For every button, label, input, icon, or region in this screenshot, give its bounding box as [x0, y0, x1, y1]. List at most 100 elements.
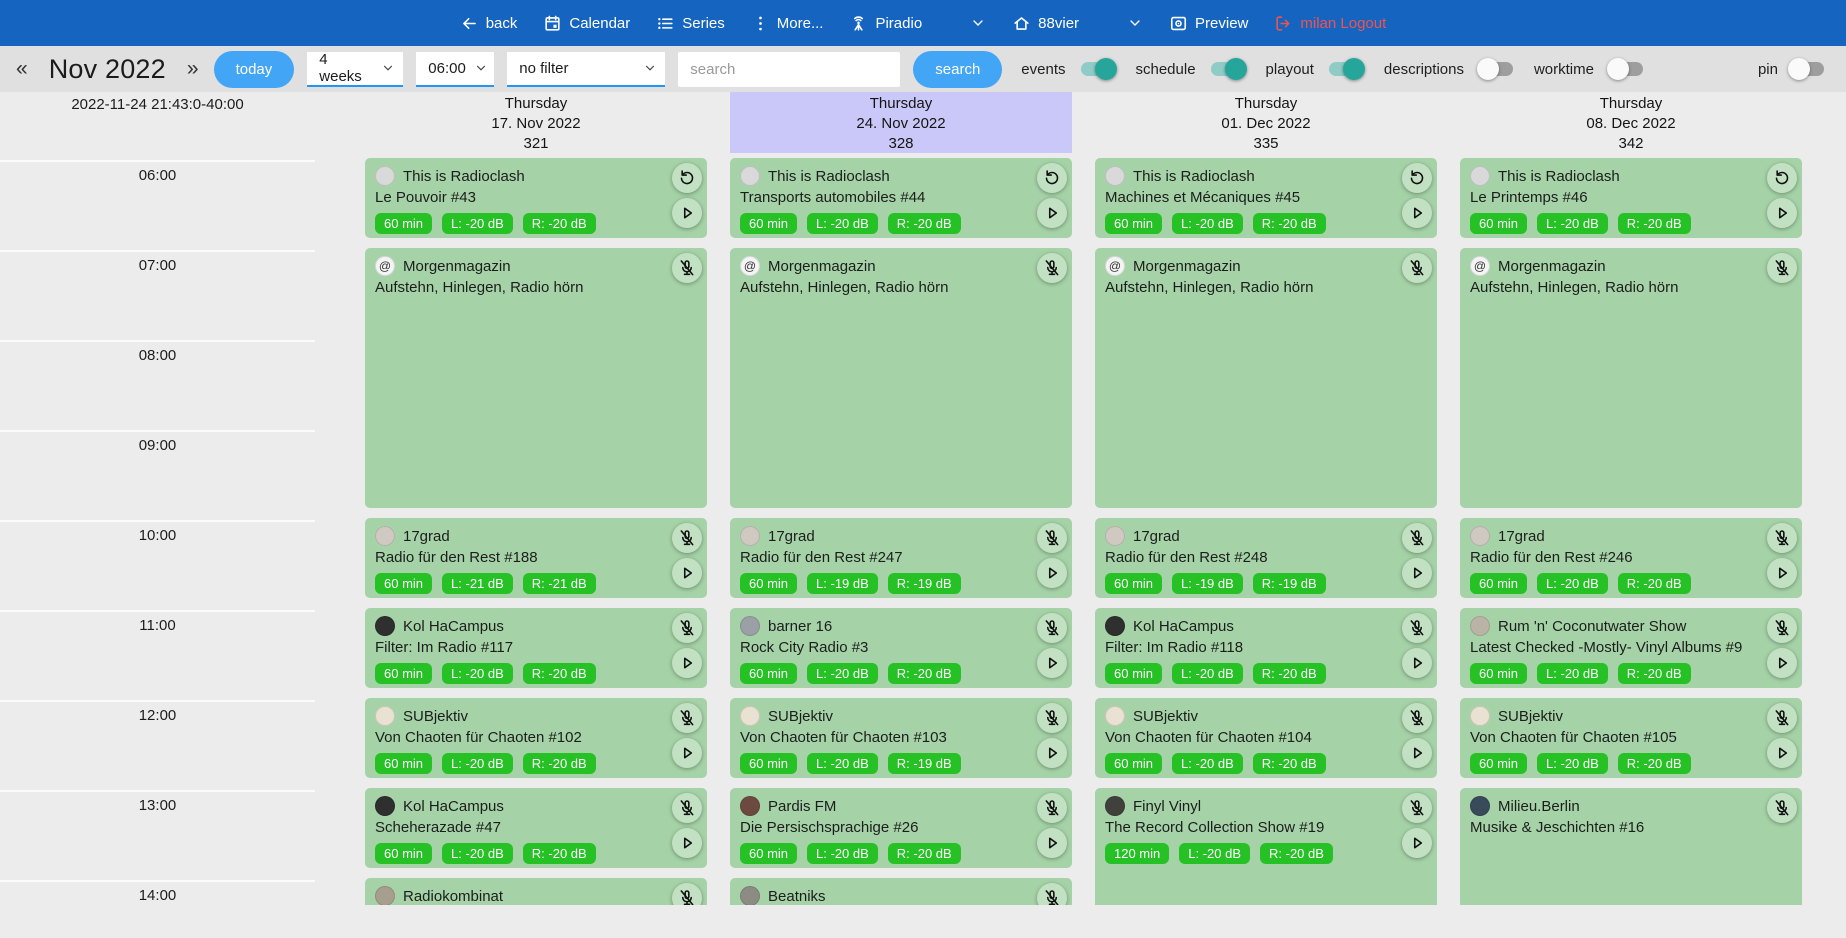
- pin-toggle[interactable]: [1788, 58, 1826, 80]
- replay-icon[interactable]: [1767, 163, 1797, 193]
- search-button[interactable]: search: [913, 50, 1003, 88]
- replay-icon[interactable]: [672, 163, 702, 193]
- filter-select[interactable]: no filter: [507, 51, 666, 87]
- events-toggle[interactable]: [1079, 58, 1117, 80]
- event-card[interactable]: This is Radioclash Transports automobile…: [730, 158, 1072, 238]
- event-card[interactable]: Finyl Vinyl The Record Collection Show #…: [1095, 788, 1437, 905]
- nav-item-calendar[interactable]: Calendar: [543, 14, 630, 33]
- play-button[interactable]: [1402, 828, 1432, 858]
- play-button[interactable]: [672, 648, 702, 678]
- play-button[interactable]: [1767, 558, 1797, 588]
- chevron-down-icon[interactable]: [1127, 15, 1143, 31]
- day-header[interactable]: Thursday 08. Dec 2022 342: [1460, 92, 1802, 153]
- replay-icon[interactable]: [1037, 163, 1067, 193]
- mic-off-icon[interactable]: [672, 523, 702, 553]
- play-button[interactable]: [1402, 558, 1432, 588]
- mic-off-icon[interactable]: [1402, 523, 1432, 553]
- mic-off-icon[interactable]: [1037, 613, 1067, 643]
- play-button[interactable]: [672, 198, 702, 228]
- mic-off-icon[interactable]: [1037, 793, 1067, 823]
- event-card[interactable]: Rum 'n' Coconutwater Show Latest Checked…: [1460, 608, 1802, 688]
- event-card[interactable]: SUBjektiv Von Chaoten für Chaoten #103 6…: [730, 698, 1072, 778]
- nav-item-preview[interactable]: Preview: [1169, 14, 1248, 33]
- nav-item-more-[interactable]: More...: [751, 14, 823, 33]
- event-card[interactable]: SUBjektiv Von Chaoten für Chaoten #102 6…: [365, 698, 707, 778]
- range-select[interactable]: 4 weeks: [307, 51, 404, 87]
- event-card[interactable]: @ Morgenmagazin Aufstehn, Hinlegen, Radi…: [730, 248, 1072, 508]
- play-button[interactable]: [1402, 198, 1432, 228]
- play-button[interactable]: [1767, 648, 1797, 678]
- next-month-button[interactable]: »: [186, 57, 199, 80]
- mic-off-icon[interactable]: [672, 253, 702, 283]
- play-button[interactable]: [1037, 648, 1067, 678]
- play-button[interactable]: [1037, 558, 1067, 588]
- nav-item-milan-logout[interactable]: milan Logout: [1274, 14, 1386, 33]
- mic-off-icon[interactable]: [1767, 523, 1797, 553]
- event-card[interactable]: 17grad Radio für den Rest #248 60 min L: …: [1095, 518, 1437, 598]
- day-header[interactable]: Thursday 01. Dec 2022 335: [1095, 92, 1437, 153]
- event-card[interactable]: @ Morgenmagazin Aufstehn, Hinlegen, Radi…: [365, 248, 707, 508]
- event-card[interactable]: Beatniks: [730, 878, 1072, 905]
- play-button[interactable]: [672, 828, 702, 858]
- play-button[interactable]: [1402, 738, 1432, 768]
- event-card[interactable]: This is Radioclash Le Printemps #46 60 m…: [1460, 158, 1802, 238]
- mic-off-icon[interactable]: [1767, 703, 1797, 733]
- mic-off-icon[interactable]: [1037, 703, 1067, 733]
- event-card[interactable]: SUBjektiv Von Chaoten für Chaoten #104 6…: [1095, 698, 1437, 778]
- day-header[interactable]: Thursday 17. Nov 2022 321: [365, 92, 707, 153]
- mic-off-icon[interactable]: [672, 883, 702, 905]
- mic-off-icon[interactable]: [1037, 883, 1067, 905]
- replay-icon[interactable]: [1402, 163, 1432, 193]
- event-card[interactable]: This is Radioclash Machines et Mécanique…: [1095, 158, 1437, 238]
- today-button[interactable]: today: [213, 50, 295, 88]
- playout-toggle[interactable]: [1327, 58, 1365, 80]
- event-card[interactable]: @ Morgenmagazin Aufstehn, Hinlegen, Radi…: [1460, 248, 1802, 508]
- event-card[interactable]: @ Morgenmagazin Aufstehn, Hinlegen, Radi…: [1095, 248, 1437, 508]
- event-card[interactable]: Radiokombinat: [365, 878, 707, 905]
- event-badges: 60 min L: -20 dB R: -20 dB: [1105, 663, 1373, 684]
- event-card[interactable]: Pardis FM Die Persischsprachige #26 60 m…: [730, 788, 1072, 868]
- event-card[interactable]: Kol HaCampus Filter: Im Radio #118 60 mi…: [1095, 608, 1437, 688]
- event-card[interactable]: Kol HaCampus Scheherazade #47 60 min L: -…: [365, 788, 707, 868]
- play-button[interactable]: [1037, 198, 1067, 228]
- mic-off-icon[interactable]: [672, 703, 702, 733]
- mic-off-icon[interactable]: [1767, 793, 1797, 823]
- schedule-toggle[interactable]: [1209, 58, 1247, 80]
- mic-off-icon[interactable]: [672, 613, 702, 643]
- search-input[interactable]: [678, 51, 901, 87]
- start-time-select[interactable]: 06:00: [416, 51, 495, 87]
- mic-off-icon[interactable]: [672, 793, 702, 823]
- chevron-down-icon[interactable]: [970, 15, 986, 31]
- play-button[interactable]: [1767, 198, 1797, 228]
- prev-month-button[interactable]: «: [16, 57, 28, 80]
- event-card[interactable]: This is Radioclash Le Pouvoir #43 60 min…: [365, 158, 707, 238]
- event-card[interactable]: barner 16 Rock City Radio #3 60 min L: -2…: [730, 608, 1072, 688]
- event-card[interactable]: Kol HaCampus Filter: Im Radio #117 60 mi…: [365, 608, 707, 688]
- mic-off-icon[interactable]: [1037, 253, 1067, 283]
- nav-item-series[interactable]: Series: [656, 14, 725, 33]
- play-button[interactable]: [672, 558, 702, 588]
- nav-item-back[interactable]: back: [460, 14, 517, 33]
- event-card[interactable]: 17grad Radio für den Rest #188 60 min L: …: [365, 518, 707, 598]
- play-button[interactable]: [1767, 738, 1797, 768]
- mic-off-icon[interactable]: [1402, 253, 1432, 283]
- event-card[interactable]: 17grad Radio für den Rest #246 60 min L: …: [1460, 518, 1802, 598]
- mic-off-icon[interactable]: [1402, 793, 1432, 823]
- mic-off-icon[interactable]: [1402, 613, 1432, 643]
- mic-off-icon[interactable]: [1767, 253, 1797, 283]
- play-button[interactable]: [1402, 648, 1432, 678]
- play-button[interactable]: [1037, 738, 1067, 768]
- mic-off-icon[interactable]: [1037, 523, 1067, 553]
- day-header[interactable]: Thursday 24. Nov 2022 328: [730, 92, 1072, 153]
- event-card[interactable]: Milieu.Berlin Musike & Jeschichten #16: [1460, 788, 1802, 905]
- event-card[interactable]: SUBjektiv Von Chaoten für Chaoten #105 6…: [1460, 698, 1802, 778]
- descriptions-toggle[interactable]: [1476, 58, 1515, 80]
- play-button[interactable]: [1037, 828, 1067, 858]
- play-button[interactable]: [672, 738, 702, 768]
- nav-item-88vier[interactable]: 88vier: [1012, 14, 1079, 33]
- worktime-toggle[interactable]: [1606, 58, 1645, 80]
- nav-item-piradio[interactable]: Piradio: [849, 14, 922, 33]
- event-card[interactable]: 17grad Radio für den Rest #247 60 min L: …: [730, 518, 1072, 598]
- mic-off-icon[interactable]: [1402, 703, 1432, 733]
- mic-off-icon[interactable]: [1767, 613, 1797, 643]
